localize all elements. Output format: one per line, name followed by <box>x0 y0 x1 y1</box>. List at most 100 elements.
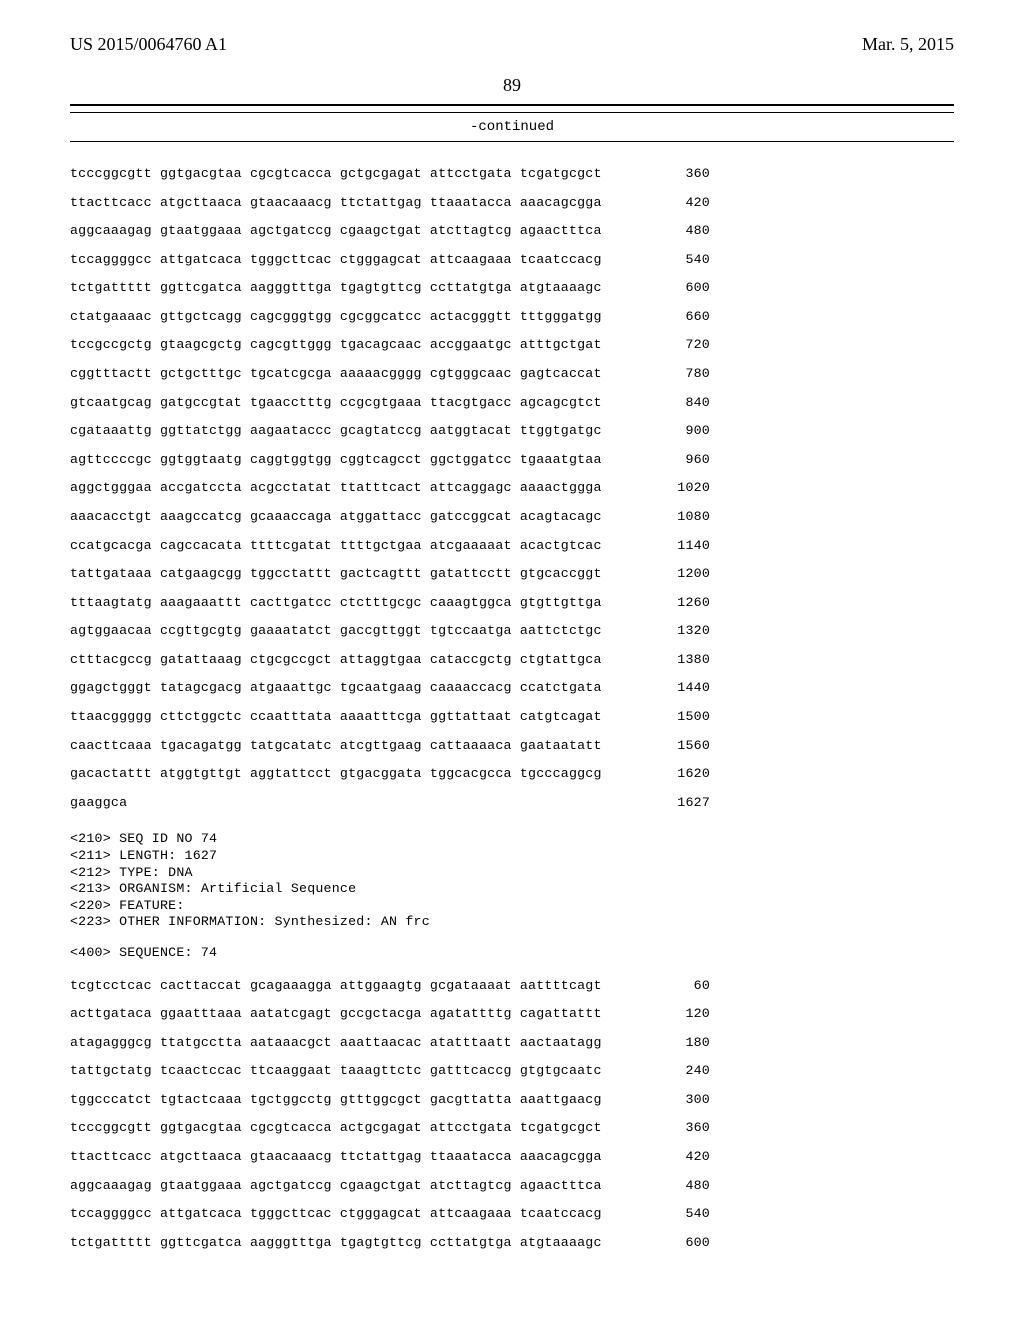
sequence-position: 540 <box>660 1200 710 1229</box>
sequence-position: 840 <box>660 389 710 418</box>
sequence-position: 1260 <box>660 589 710 618</box>
sequence-text: aggctgggaa accgatccta acgcctatat ttatttc… <box>70 474 660 503</box>
sequence-line: gtcaatgcag gatgccgtat tgaacctttg ccgcgtg… <box>70 389 954 418</box>
sequence-line: ggagctgggt tatagcgacg atgaaattgc tgcaatg… <box>70 674 954 703</box>
sequence-position: 1627 <box>660 789 710 818</box>
sequence-position: 1200 <box>660 560 710 589</box>
publication-number: US 2015/0064760 A1 <box>70 34 227 55</box>
sequence-line: gaaggca1627 <box>70 789 954 818</box>
sequence-position: 780 <box>660 360 710 389</box>
sequence-line: tctgattttt ggttcgatca aagggtttga tgagtgt… <box>70 274 954 303</box>
sequence-line: tattgataaa catgaagcgg tggcctattt gactcag… <box>70 560 954 589</box>
page-number: 89 <box>70 75 954 96</box>
sequence-text: ggagctgggt tatagcgacg atgaaattgc tgcaatg… <box>70 674 660 703</box>
sequence-line: cgataaattg ggttatctgg aagaataccc gcagtat… <box>70 417 954 446</box>
sequence-position: 420 <box>660 189 710 218</box>
sequence-position: 480 <box>660 1172 710 1201</box>
sequence-text: tttaagtatg aaagaaattt cacttgatcc ctctttg… <box>70 589 660 618</box>
sequence-position: 300 <box>660 1086 710 1115</box>
sequence-text: atagagggcg ttatgcctta aataaacgct aaattaa… <box>70 1029 660 1058</box>
sequence-position: 1380 <box>660 646 710 675</box>
sequence-line: tcgtcctcac cacttaccat gcagaaagga attggaa… <box>70 972 954 1001</box>
sequence-line: agtggaacaa ccgttgcgtg gaaaatatct gaccgtt… <box>70 617 954 646</box>
sequence-line: tcccggcgtt ggtgacgtaa cgcgtcacca gctgcga… <box>70 160 954 189</box>
sequence-text: aggcaaagag gtaatggaaa agctgatccg cgaagct… <box>70 217 660 246</box>
sequence-text: tccaggggcc attgatcaca tgggcttcac ctgggag… <box>70 246 660 275</box>
sequence-line: gacactattt atggtgttgt aggtattcct gtgacgg… <box>70 760 954 789</box>
sequence-position: 1320 <box>660 617 710 646</box>
sequence-position: 360 <box>660 1114 710 1143</box>
sequence-line: atagagggcg ttatgcctta aataaacgct aaattaa… <box>70 1029 954 1058</box>
sequence-position: 660 <box>660 303 710 332</box>
sequence-position: 720 <box>660 331 710 360</box>
sequence-line: tggcccatct tgtactcaaa tgctggcctg gtttggc… <box>70 1086 954 1115</box>
sequence-text: aggcaaagag gtaatggaaa agctgatccg cgaagct… <box>70 1172 660 1201</box>
sequence-text: ccatgcacga cagccacata ttttcgatat ttttgct… <box>70 532 660 561</box>
sequence-position: 1620 <box>660 760 710 789</box>
sequence-metadata-block: <210> SEQ ID NO 74 <211> LENGTH: 1627 <2… <box>70 831 954 931</box>
sequence-line: ttacttcacc atgcttaaca gtaacaaacg ttctatt… <box>70 189 954 218</box>
sequence-line: aggctgggaa accgatccta acgcctatat ttatttc… <box>70 474 954 503</box>
sequence-line: aaacacctgt aaagccatcg gcaaaccaga atggatt… <box>70 503 954 532</box>
sequence-text: aaacacctgt aaagccatcg gcaaaccaga atggatt… <box>70 503 660 532</box>
sequence-position: 420 <box>660 1143 710 1172</box>
sequence-line: tctgattttt ggttcgatca aagggtttga tgagtgt… <box>70 1229 954 1258</box>
top-rule-2 <box>70 112 954 113</box>
sequence-position: 60 <box>660 972 710 1001</box>
sequence-position: 1140 <box>660 532 710 561</box>
sequence-400-label: <400> SEQUENCE: 74 <box>70 945 954 962</box>
sequence-position: 1080 <box>660 503 710 532</box>
sequence-position: 1500 <box>660 703 710 732</box>
sequence-text: tcccggcgtt ggtgacgtaa cgcgtcacca gctgcga… <box>70 160 660 189</box>
sequence-line: ttaacggggg cttctggctc ccaatttata aaaattt… <box>70 703 954 732</box>
sequence-position: 960 <box>660 446 710 475</box>
sequence-position: 480 <box>660 217 710 246</box>
sequence-line: agttccccgc ggtggtaatg caggtggtgg cggtcag… <box>70 446 954 475</box>
sequence-line: ctatgaaaac gttgctcagg cagcgggtgg cgcggca… <box>70 303 954 332</box>
sequence-position: 600 <box>660 274 710 303</box>
sequence-text: agtggaacaa ccgttgcgtg gaaaatatct gaccgtt… <box>70 617 660 646</box>
sequence-text: ttaacggggg cttctggctc ccaatttata aaaattt… <box>70 703 660 732</box>
sequence-text: cgataaattg ggttatctgg aagaataccc gcagtat… <box>70 417 660 446</box>
sequence-text: gacactattt atggtgttgt aggtattcct gtgacgg… <box>70 760 660 789</box>
sequence-position: 900 <box>660 417 710 446</box>
sequence-line: tattgctatg tcaactccac ttcaaggaat taaagtt… <box>70 1057 954 1086</box>
sequence-line: tccgccgctg gtaagcgctg cagcgttggg tgacagc… <box>70 331 954 360</box>
sequence-line: cggtttactt gctgctttgc tgcatcgcga aaaaacg… <box>70 360 954 389</box>
sequence-text: ctttacgccg gatattaaag ctgcgccgct attaggt… <box>70 646 660 675</box>
sequence-text: ttacttcacc atgcttaaca gtaacaaacg ttctatt… <box>70 189 660 218</box>
sequence-text: tggcccatct tgtactcaaa tgctggcctg gtttggc… <box>70 1086 660 1115</box>
sequence-text: ctatgaaaac gttgctcagg cagcgggtgg cgcggca… <box>70 303 660 332</box>
sequence-text: gaaggca <box>70 789 660 818</box>
sequence-position: 540 <box>660 246 710 275</box>
top-rule-3 <box>70 141 954 142</box>
header-row: US 2015/0064760 A1 Mar. 5, 2015 <box>70 34 954 55</box>
sequence-line: acttgataca ggaatttaaa aatatcgagt gccgcta… <box>70 1000 954 1029</box>
sequence-text: acttgataca ggaatttaaa aatatcgagt gccgcta… <box>70 1000 660 1029</box>
sequence-text: caacttcaaa tgacagatgg tatgcatatc atcgttg… <box>70 732 660 761</box>
sequence-block-2: tcgtcctcac cacttaccat gcagaaagga attggaa… <box>70 972 954 1258</box>
sequence-line: tttaagtatg aaagaaattt cacttgatcc ctctttg… <box>70 589 954 618</box>
sequence-text: tattgctatg tcaactccac ttcaaggaat taaagtt… <box>70 1057 660 1086</box>
sequence-line: aggcaaagag gtaatggaaa agctgatccg cgaagct… <box>70 217 954 246</box>
sequence-position: 1560 <box>660 732 710 761</box>
publication-date: Mar. 5, 2015 <box>862 34 954 55</box>
sequence-text: cggtttactt gctgctttgc tgcatcgcga aaaaacg… <box>70 360 660 389</box>
sequence-line: ccatgcacga cagccacata ttttcgatat ttttgct… <box>70 532 954 561</box>
sequence-text: tccgccgctg gtaagcgctg cagcgttggg tgacagc… <box>70 331 660 360</box>
sequence-line: tcccggcgtt ggtgacgtaa cgcgtcacca actgcga… <box>70 1114 954 1143</box>
sequence-block-1: tcccggcgtt ggtgacgtaa cgcgtcacca gctgcga… <box>70 160 954 817</box>
sequence-line: aggcaaagag gtaatggaaa agctgatccg cgaagct… <box>70 1172 954 1201</box>
sequence-position: 120 <box>660 1000 710 1029</box>
sequence-text: gtcaatgcag gatgccgtat tgaacctttg ccgcgtg… <box>70 389 660 418</box>
sequence-position: 600 <box>660 1229 710 1258</box>
sequence-text: tcgtcctcac cacttaccat gcagaaagga attggaa… <box>70 972 660 1001</box>
sequence-line: tccaggggcc attgatcaca tgggcttcac ctgggag… <box>70 246 954 275</box>
sequence-position: 180 <box>660 1029 710 1058</box>
sequence-line: tccaggggcc attgatcaca tgggcttcac ctgggag… <box>70 1200 954 1229</box>
sequence-line: ttacttcacc atgcttaaca gtaacaaacg ttctatt… <box>70 1143 954 1172</box>
sequence-position: 240 <box>660 1057 710 1086</box>
sequence-text: tattgataaa catgaagcgg tggcctattt gactcag… <box>70 560 660 589</box>
sequence-text: agttccccgc ggtggtaatg caggtggtgg cggtcag… <box>70 446 660 475</box>
sequence-line: caacttcaaa tgacagatgg tatgcatatc atcgttg… <box>70 732 954 761</box>
